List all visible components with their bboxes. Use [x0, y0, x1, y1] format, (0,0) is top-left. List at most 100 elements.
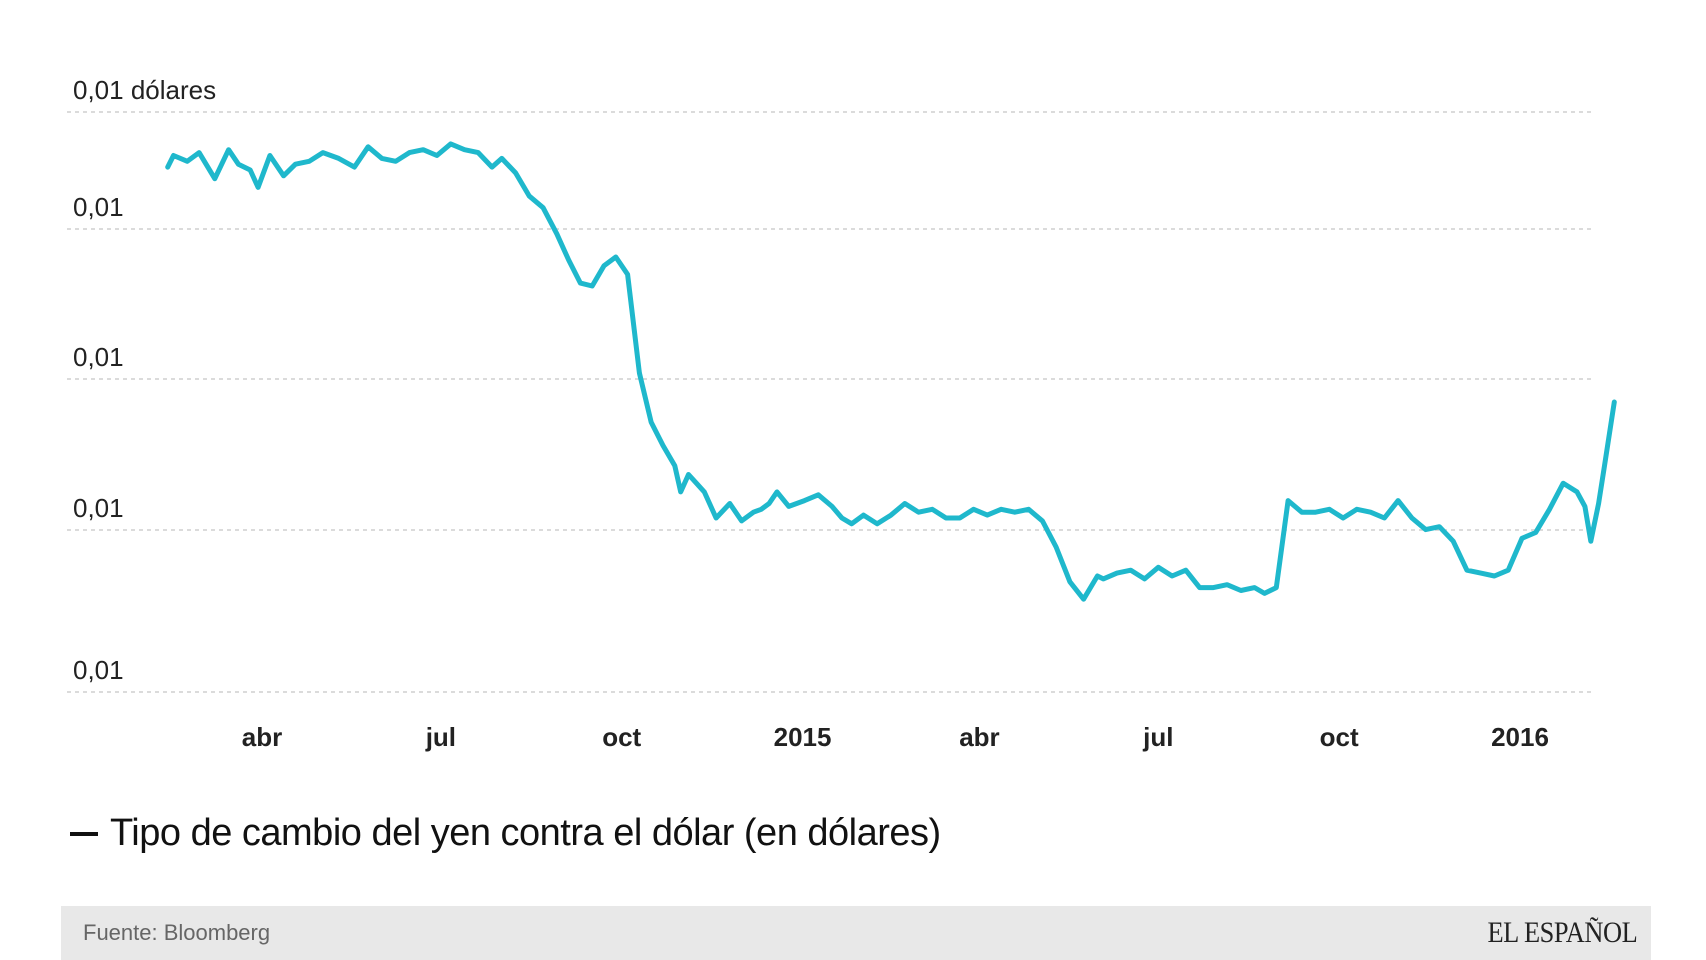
data-point: [1130, 569, 1132, 571]
data-point: [269, 155, 271, 156]
data-point: [501, 157, 503, 159]
data-point: [257, 186, 259, 188]
brand-logo: EL ESPAÑOL: [1487, 916, 1637, 949]
data-point: [674, 465, 676, 467]
data-point: [804, 500, 805, 502]
data-point: [650, 421, 652, 423]
y-tick-label: 0,01: [73, 192, 124, 222]
data-point: [1598, 503, 1600, 504]
data-point: [945, 517, 947, 519]
data-point: [931, 508, 933, 510]
data-point: [353, 166, 355, 168]
data-point: [381, 157, 383, 159]
data-point: [477, 152, 479, 154]
data-point: [249, 169, 251, 171]
data-point: [1287, 500, 1289, 502]
data-point: [1226, 584, 1228, 586]
data-point: [1549, 508, 1550, 510]
data-point: [1452, 540, 1454, 542]
y-tick-label: 0,01: [73, 493, 124, 523]
data-point: [1507, 569, 1509, 571]
data-point: [918, 511, 919, 513]
data-point: [959, 517, 961, 519]
data-point: [1028, 508, 1030, 510]
data-point: [603, 265, 605, 267]
x-tick-label: jul: [425, 722, 456, 752]
data-point: [1041, 520, 1043, 522]
data-point: [741, 520, 743, 522]
data-point: [1521, 537, 1523, 539]
data-point: [638, 372, 640, 374]
data-point: [863, 514, 864, 516]
data-point: [831, 505, 833, 507]
data-point: [1328, 508, 1330, 510]
chart: 0,01 dólares 0,01 0,01 0,01 0,01 abr jul oct 20…: [67, 75, 1617, 752]
data-point: [1576, 491, 1578, 493]
data-point: [1466, 569, 1468, 571]
grid-lines: [67, 111, 1595, 693]
data-point: [1383, 517, 1385, 519]
data-point: [760, 508, 762, 510]
legend-label: Tipo de cambio del yen contra el dólar (…: [110, 812, 941, 854]
data-point: [1185, 569, 1187, 571]
data-point: [422, 149, 424, 151]
data-point: [688, 474, 689, 475]
data-point: [627, 273, 629, 275]
data-point: [408, 152, 410, 154]
data-point: [436, 155, 438, 156]
data-point: [308, 160, 310, 162]
data-point: [1397, 500, 1399, 502]
data-point: [973, 508, 975, 510]
data-point: [1014, 511, 1016, 513]
data-point: [1254, 587, 1256, 589]
data-point: [1301, 511, 1303, 513]
data-point: [515, 172, 517, 174]
data-point: [1493, 575, 1495, 577]
data-point: [904, 503, 906, 504]
data-point: [703, 491, 705, 493]
data-point: [615, 256, 617, 258]
x-tick-label: jul: [1142, 722, 1173, 752]
data-point: [198, 152, 200, 154]
data-point: [1199, 587, 1201, 589]
data-point: [986, 514, 988, 516]
data-point: [542, 207, 544, 209]
data-point: [450, 143, 452, 145]
legend: Tipo de cambio del yen contra el dólar (…: [70, 812, 941, 855]
data-point: [695, 482, 697, 484]
data-point: [1000, 508, 1002, 510]
data-point: [294, 163, 296, 165]
data-point: [167, 166, 169, 168]
data-point: [464, 149, 465, 151]
x-axis: abr jul oct 2015 abr jul oct 2016: [242, 722, 1549, 752]
legend-dash: [70, 831, 98, 836]
data-point: [715, 517, 717, 519]
data-point: [528, 195, 530, 197]
data-point: [788, 505, 790, 507]
data-point: [322, 152, 324, 154]
data-point: [817, 494, 819, 496]
data-point: [1275, 587, 1277, 589]
y-tick-label: 0,01: [73, 655, 124, 685]
data-point: [1055, 546, 1057, 548]
y-tick-label: 0,01 dólares: [73, 75, 216, 105]
data-point: [283, 175, 285, 177]
data-point: [1157, 566, 1159, 568]
data-point: [1171, 575, 1173, 577]
data-point: [890, 514, 892, 516]
x-tick-label: 2015: [774, 722, 832, 752]
data-point: [1370, 511, 1372, 513]
footer-bar: Fuente: Bloomberg EL ESPAÑOL: [61, 906, 1651, 960]
data-point: [228, 149, 230, 151]
data-point: [776, 491, 778, 493]
data-point: [680, 491, 682, 493]
data-point: [214, 178, 216, 180]
x-tick-label: abr: [959, 722, 999, 752]
data-point: [1315, 511, 1317, 513]
y-tick-label: 0,01: [73, 342, 124, 372]
source-text: Fuente: Bloomberg: [83, 920, 271, 945]
data-point: [1144, 578, 1146, 580]
series-line: [165, 141, 1617, 602]
data-point: [1212, 587, 1214, 589]
data-point: [841, 517, 843, 519]
